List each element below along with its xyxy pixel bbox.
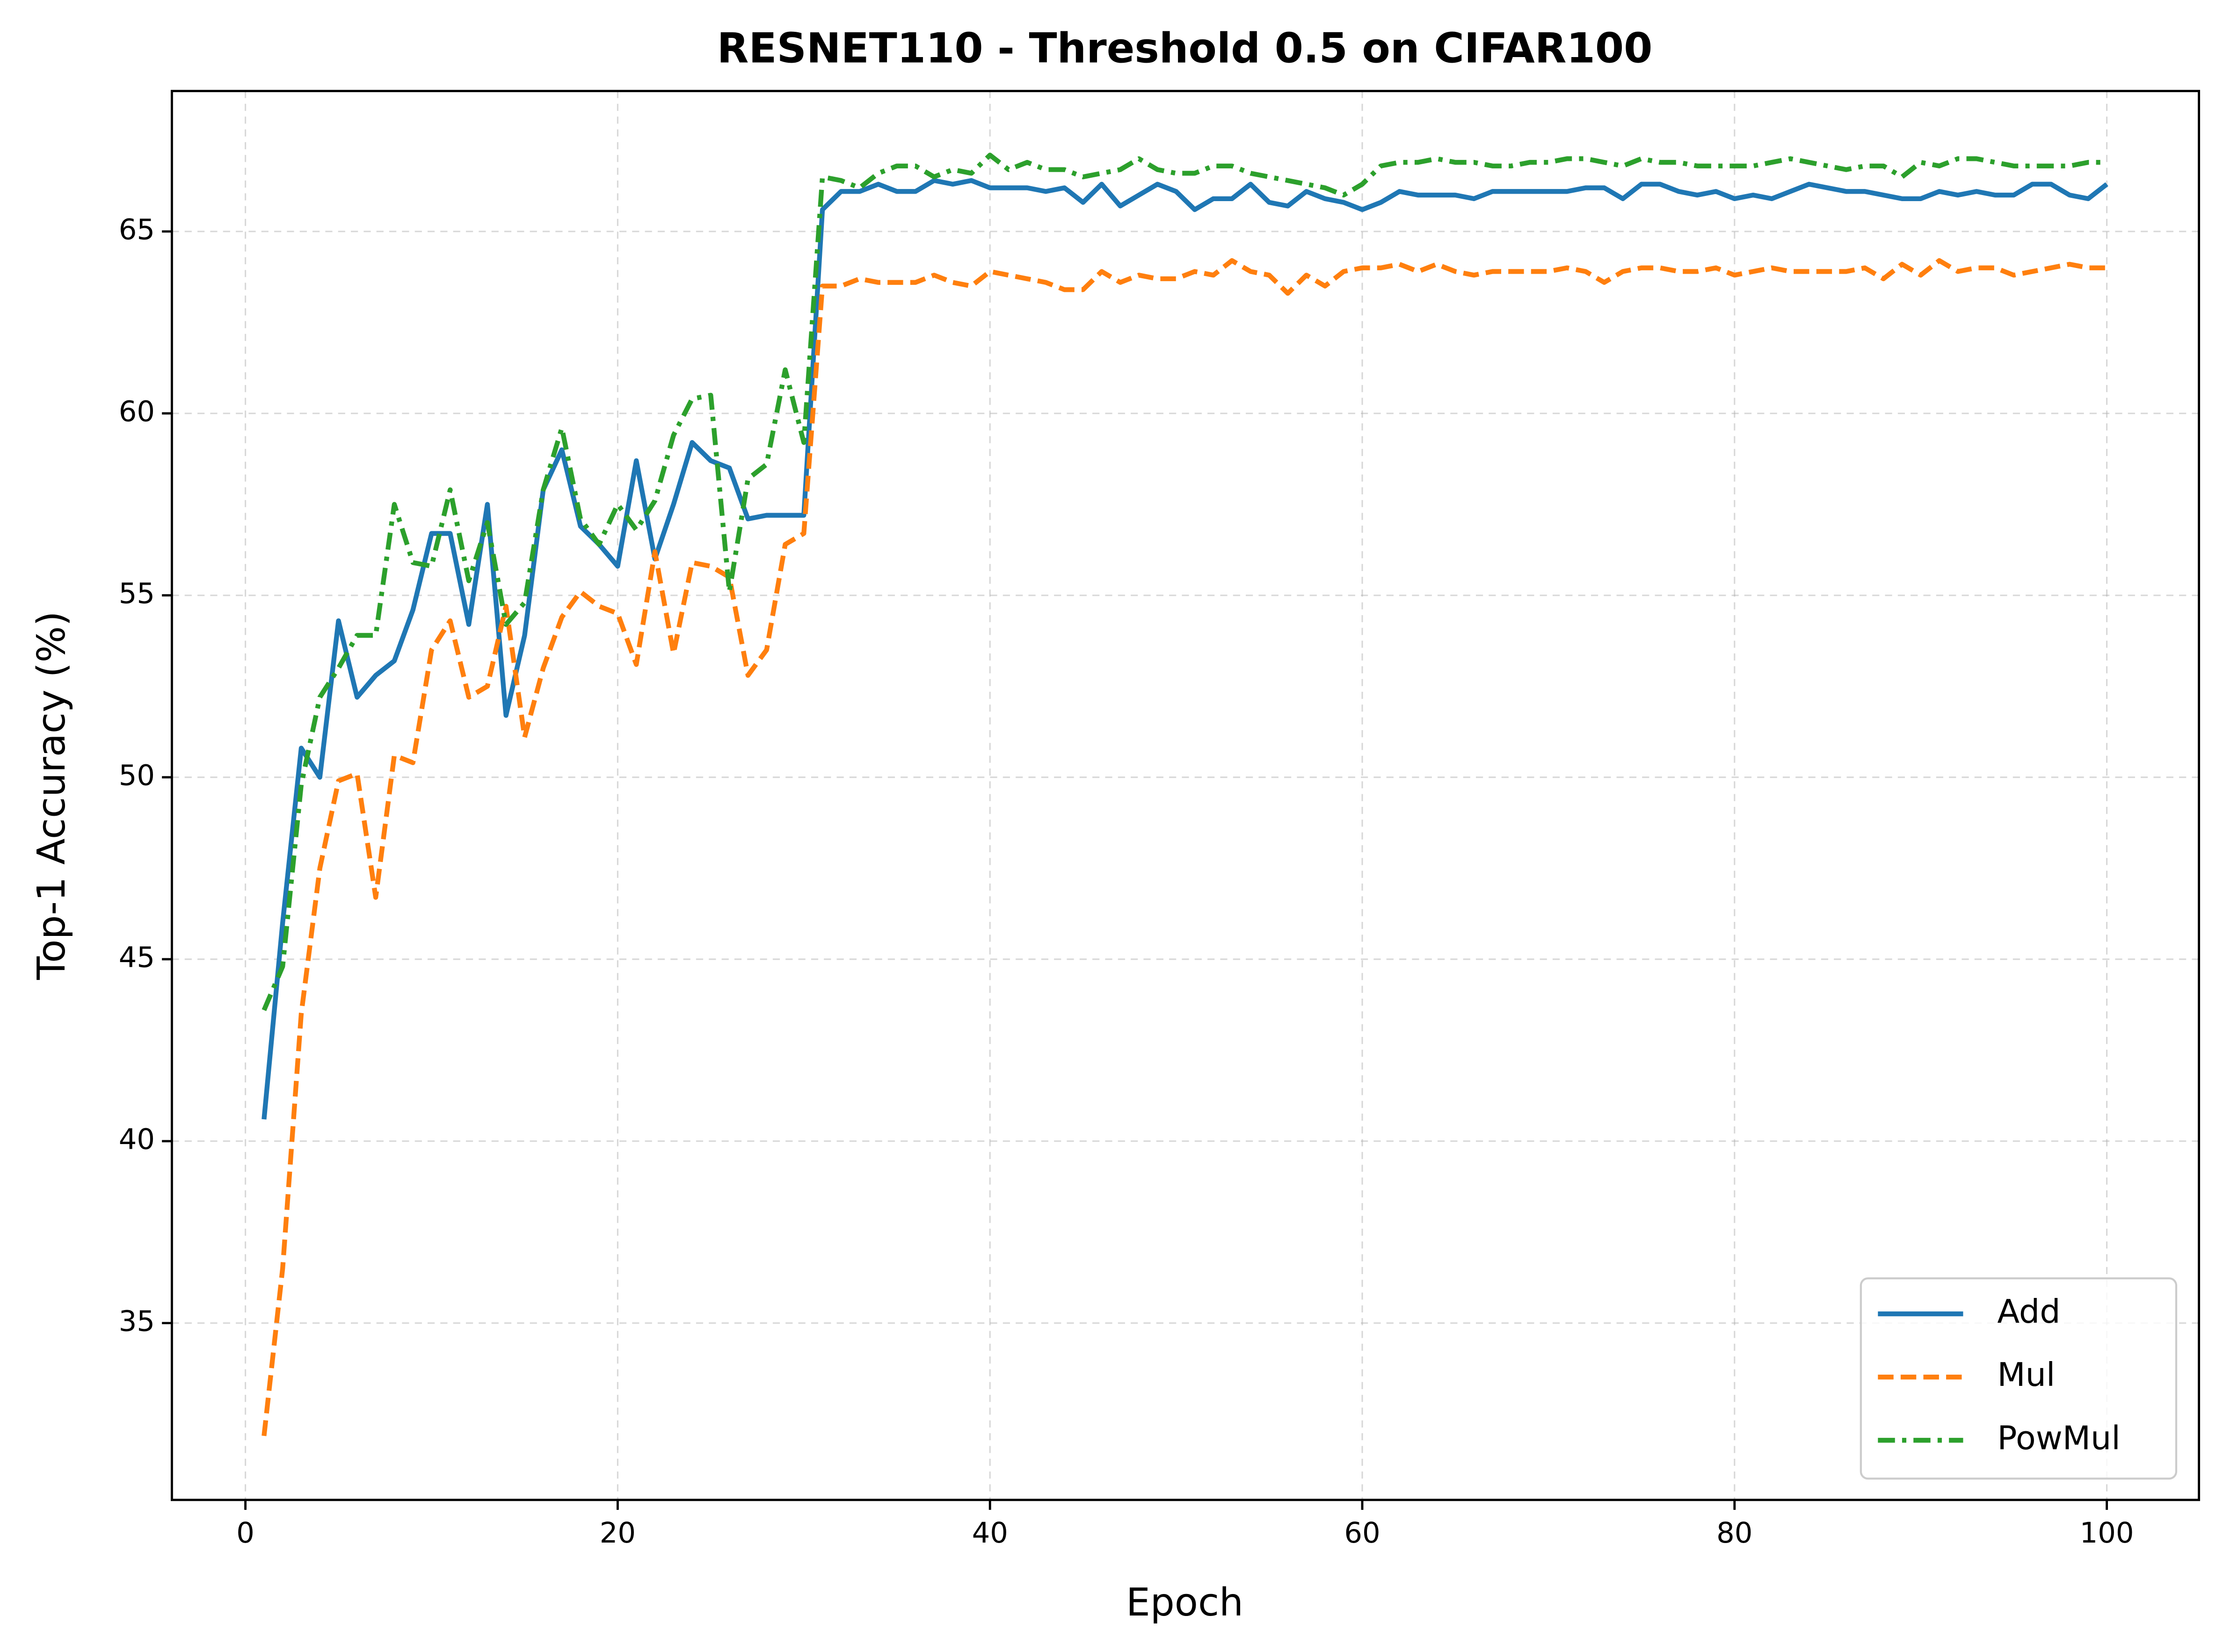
x-tick-label: 40 xyxy=(972,1517,1008,1550)
y-tick-label: 45 xyxy=(119,941,155,974)
series-line xyxy=(262,178,2108,1120)
legend: Add Mul PowMul xyxy=(1860,1277,2178,1480)
y-tick-label: 50 xyxy=(119,759,155,792)
x-tick-label: 20 xyxy=(600,1517,636,1550)
legend-label: PowMul xyxy=(1997,1419,2120,1457)
y-tick-label: 55 xyxy=(119,577,155,610)
legend-box xyxy=(1860,1277,2178,1480)
grid xyxy=(172,91,2199,1500)
y-axis-label: Top-1 Accuracy (%) xyxy=(29,611,74,980)
x-tick-label: 0 xyxy=(236,1517,254,1550)
x-tick-label: 60 xyxy=(1344,1517,1380,1550)
y-tick-label: 65 xyxy=(119,213,155,246)
chart-title: RESNET110 - Threshold 0.5 on CIFAR100 xyxy=(717,24,1653,72)
plot-frame xyxy=(170,90,2200,1501)
legend-label: Add xyxy=(1997,1293,2060,1331)
series-line xyxy=(262,152,2107,1011)
y-tick-label: 40 xyxy=(119,1123,155,1156)
x-axis-label: Epoch xyxy=(1126,1580,1243,1625)
plot-lines xyxy=(262,152,2108,1436)
x-tick-label: 100 xyxy=(2080,1517,2134,1550)
series-line xyxy=(262,258,2107,1436)
y-tick-label: 35 xyxy=(119,1305,155,1338)
axes: 0 20 40 60 80 100 35 40 45 50 55 60 65 xyxy=(119,213,2134,1549)
y-tick-label: 60 xyxy=(119,395,155,428)
legend-label: Mul xyxy=(1997,1356,2055,1394)
x-tick-label: 80 xyxy=(1716,1517,1752,1550)
